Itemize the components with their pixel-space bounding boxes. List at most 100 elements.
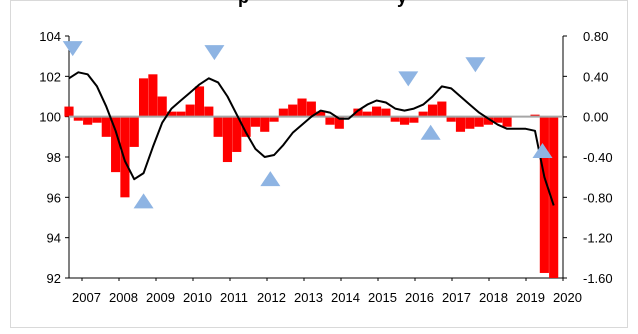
bar (474, 116, 484, 127)
plot-frame (65, 35, 567, 281)
bar (157, 96, 167, 117)
bar (334, 116, 344, 129)
bar (325, 116, 335, 125)
x-tick-label: 2011 (220, 290, 248, 305)
bar (316, 111, 326, 117)
bar (204, 106, 214, 117)
trough-marker-up-triangle (532, 142, 553, 158)
x-tick-label: 2008 (109, 290, 138, 305)
bar (390, 116, 400, 122)
bar (101, 116, 111, 137)
bar (73, 116, 83, 121)
y-left-tick-label: 94 (47, 231, 61, 246)
x-tick-label: 2020 (553, 290, 582, 305)
bar (166, 111, 177, 117)
x-tick-label: 2016 (405, 290, 434, 305)
peak-marker-down-triangle (398, 71, 419, 87)
x-tick-label: 2009 (146, 290, 175, 305)
bar (232, 116, 242, 152)
bar (455, 116, 466, 132)
bar (381, 108, 391, 117)
y-right-tick-label: 0.00 (583, 110, 608, 125)
x-axis-labels: 2007 2008 2009 2010 2011 2012 2013 2014 2015 2016… (72, 290, 582, 305)
turning-point-markers (62, 41, 553, 209)
y-left-tick-label: 96 (47, 190, 61, 205)
x-tick-label: 2012 (257, 290, 286, 305)
x-tick-label: 2017 (442, 290, 471, 305)
trough-marker-up-triangle (133, 193, 154, 209)
bar (353, 108, 363, 117)
bar (120, 116, 130, 198)
bar (148, 74, 158, 117)
bar (493, 116, 503, 123)
bar (465, 116, 475, 129)
x-tick-label: 2013 (294, 290, 323, 305)
chart-title-fragment-right: y (397, 0, 407, 7)
y-left-tick-label: 102 (39, 69, 61, 84)
bar (64, 106, 74, 117)
peak-marker-down-triangle (62, 41, 83, 57)
chart-outer-border (10, 0, 628, 328)
bar (83, 116, 93, 125)
x-tick-label: 2018 (479, 290, 508, 305)
bar (530, 114, 540, 117)
bar (306, 101, 316, 117)
bar (138, 78, 149, 117)
bar (129, 116, 139, 147)
bar (409, 116, 419, 123)
y-right-tick-label: -1.20 (583, 231, 613, 246)
bar (176, 111, 186, 117)
bar (111, 116, 121, 173)
line-series (68, 71, 555, 206)
x-tick-label: 2015 (368, 290, 397, 305)
peak-marker-down-triangle (204, 45, 225, 61)
trough-marker-up-triangle (260, 171, 281, 187)
chart-title-fragment-left: p (238, 0, 249, 7)
bar (549, 116, 559, 279)
bar (260, 116, 270, 132)
bar (418, 111, 428, 117)
y-right-tick-label: -0.40 (583, 150, 613, 165)
peak-marker-down-triangle (465, 57, 486, 73)
bar (213, 116, 223, 137)
bar (437, 101, 447, 117)
bar (185, 104, 195, 117)
bar (427, 104, 438, 117)
bar (92, 116, 102, 123)
y-right-tick-label: 0.80 (583, 29, 608, 44)
x-tick-label: 2010 (183, 290, 212, 305)
bar (222, 116, 233, 163)
y-left-tick-label: 104 (39, 29, 61, 44)
y-axis-left-labels: 92 94 96 98 100 102 104 (39, 29, 61, 286)
bar (502, 116, 512, 127)
bar (362, 111, 372, 117)
bar (483, 116, 494, 125)
bar (539, 116, 549, 273)
x-tick-label: 2014 (331, 290, 360, 305)
y-right-tick-label: -0.80 (583, 190, 613, 205)
bar (288, 104, 298, 117)
composite-index-line (68, 71, 555, 206)
x-tick-label: 2019 (516, 290, 545, 305)
bar (269, 116, 279, 122)
y-axis-right-labels: -1.60 -1.20 -0.80 -0.40 0.00 0.40 0.80 (583, 29, 613, 286)
y-right-tick-label: -1.60 (583, 271, 613, 286)
y-left-tick-label: 98 (47, 150, 61, 165)
bar (297, 98, 307, 117)
bar (194, 86, 205, 117)
x-tick-label: 2007 (72, 290, 101, 305)
bar (241, 116, 251, 137)
trough-marker-up-triangle (420, 124, 441, 140)
bar (372, 106, 382, 117)
bar (399, 116, 410, 125)
bar (278, 108, 288, 117)
y-left-tick-label: 100 (39, 110, 61, 125)
bar (250, 116, 260, 127)
bar (446, 116, 456, 122)
y-left-tick-label: 92 (47, 271, 61, 286)
bar-series (64, 74, 559, 279)
y-right-tick-label: 0.40 (583, 69, 608, 84)
